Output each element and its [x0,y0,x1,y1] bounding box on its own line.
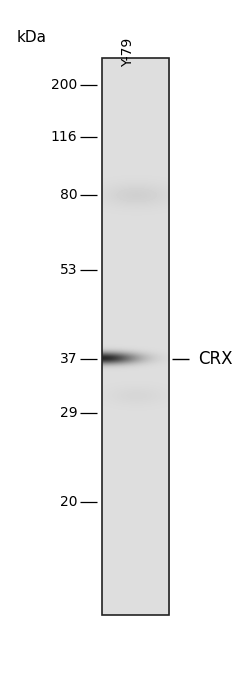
Text: 37: 37 [60,352,77,365]
Text: 200: 200 [51,79,77,92]
Text: CRX: CRX [198,350,233,367]
Text: 80: 80 [60,188,77,201]
Text: 53: 53 [60,263,77,277]
Text: 29: 29 [60,406,77,420]
Text: kDa: kDa [16,30,46,45]
Text: 20: 20 [60,495,77,509]
Text: Y-79: Y-79 [121,38,136,67]
Text: 116: 116 [51,130,77,143]
Bar [102,58,169,615]
